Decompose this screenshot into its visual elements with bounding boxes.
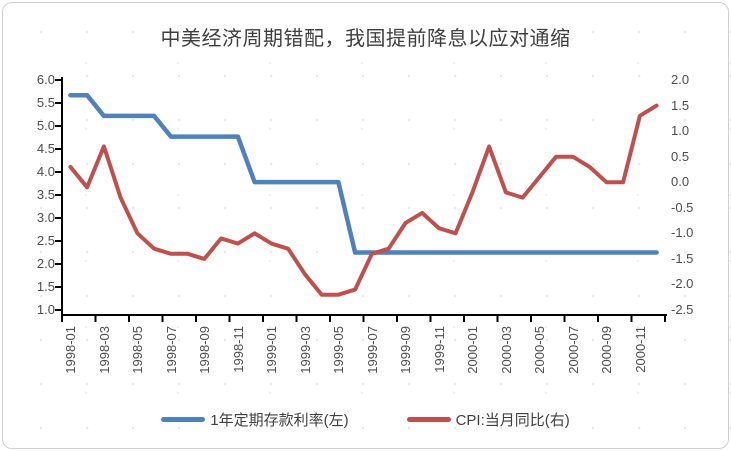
- y-axis-left-label: 2.5: [36, 233, 55, 248]
- x-axis-label: 1998-07: [163, 326, 179, 374]
- y-axis-right-label: 0.5: [671, 148, 690, 164]
- x-axis-label: 2000-09: [599, 326, 615, 374]
- y-axis-right-label: -0.5: [671, 199, 694, 215]
- x-axis-label: 2000-01: [465, 326, 481, 374]
- cpi-legend-label: CPI:当月同比(右): [455, 411, 570, 429]
- y-axis-left-label: 1.0: [36, 302, 55, 317]
- x-axis-label: 1998-05: [130, 326, 146, 374]
- y-axis-right-label: 0.0: [671, 174, 690, 190]
- y-axis-right-label: 1.0: [671, 123, 690, 139]
- y-axis-left-label: 5.5: [36, 95, 55, 110]
- deposit-rate-line-swatch: [161, 416, 206, 422]
- legend-item-cpi: CPI:当月同比(右): [406, 409, 570, 430]
- x-axis-label: 1998-11: [230, 326, 246, 373]
- x-axis-label: 1999-03: [297, 326, 313, 374]
- y-axis-right-label: 2.0: [671, 72, 690, 87]
- x-axis-label: 1999-11: [431, 326, 447, 373]
- x-axis-label: 1999-07: [364, 326, 380, 374]
- deposit-rate-legend-label: 1年定期存款利率(左): [210, 411, 349, 429]
- x-axis-label: 1999-05: [331, 326, 347, 374]
- cpi-line: [68, 103, 659, 297]
- x-axis-label: 1998-09: [197, 326, 213, 374]
- y-axis-left-label: 5.0: [36, 118, 55, 133]
- x-axis-label: 1998-03: [96, 326, 112, 374]
- x-axis-label: 1999-09: [398, 326, 414, 374]
- y-axis-right-label: -1.5: [671, 250, 694, 266]
- deposit-rate-line: [68, 92, 659, 255]
- y-axis-left-label: 4.0: [36, 164, 55, 179]
- chart-title: 中美经济周期错配，我国提前降息以应对通缩: [160, 28, 571, 50]
- y-axis-left-label: 4.5: [36, 141, 55, 156]
- y-axis-right-label: -2.5: [671, 302, 694, 317]
- y-axis-right-label: -2.0: [671, 276, 694, 292]
- x-axis-label: 1998-01: [63, 326, 79, 374]
- y-axis-left-label: 1.5: [36, 279, 55, 294]
- x-axis-label: 2000-11: [632, 326, 648, 373]
- x-axis-label: 2000-07: [565, 326, 581, 374]
- legend-item-deposit-rate: 1年定期存款利率(左): [161, 409, 349, 430]
- legend: 1年定期存款利率(左) CPI:当月同比(右): [0, 404, 731, 434]
- y-axis-left-label: 3.0: [36, 210, 55, 225]
- y-axis-right-label: 1.5: [671, 97, 690, 113]
- y-axis-right-label: -1.0: [671, 225, 694, 241]
- x-axis-label: 2000-03: [498, 326, 514, 374]
- x-axis-label: 2000-05: [532, 326, 548, 374]
- cpi-line-swatch: [406, 416, 451, 422]
- y-axis-left-label: 6.0: [36, 72, 55, 87]
- y-axis-left-label: 3.5: [36, 187, 55, 202]
- x-axis-label: 1999-01: [264, 326, 280, 374]
- y-axis-left-label: 2.0: [36, 256, 55, 271]
